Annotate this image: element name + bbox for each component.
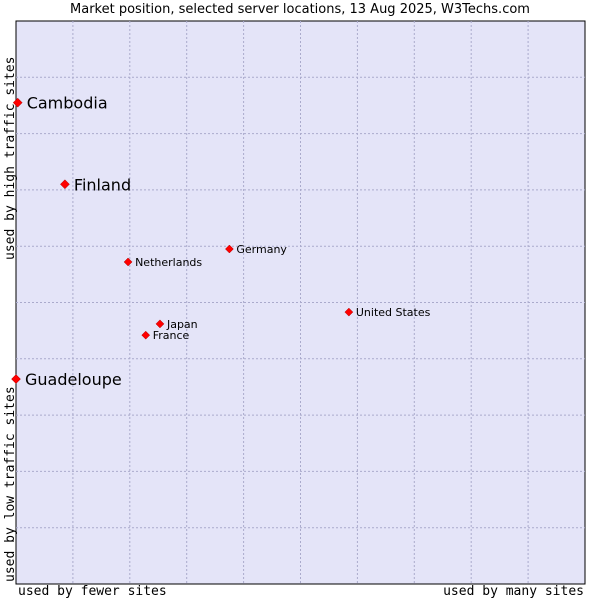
point-cambodia — [12, 97, 23, 108]
point-label-united-states: United States — [356, 306, 431, 319]
point-netherlands — [123, 257, 133, 267]
y-axis-label-high: used by high traffic sites — [3, 24, 18, 261]
point-label-guadeloupe: Guadeloupe — [25, 370, 122, 389]
point-label-japan: Japan — [166, 318, 198, 331]
x-axis-label-left: used by fewer sites — [18, 584, 167, 599]
point-united-states — [344, 307, 354, 317]
point-guadeloupe — [11, 374, 21, 384]
point-label-germany: Germany — [236, 243, 287, 256]
point-japan — [155, 319, 165, 329]
chart-title: Market position, selected server locatio… — [70, 2, 530, 17]
point-label-cambodia: Cambodia — [27, 94, 108, 113]
y-axis-label-low-text: used by low traffic sites — [3, 386, 18, 582]
point-label-france: France — [153, 329, 190, 342]
point-germany — [225, 244, 234, 254]
point-label-finland: Finland — [74, 175, 131, 194]
x-axis-label-right: used by many sites — [443, 584, 584, 599]
y-axis-label-high-text: used by high traffic sites — [3, 56, 18, 261]
point-label-netherlands: Netherlands — [135, 256, 202, 269]
point-finland — [60, 179, 70, 190]
point-france — [141, 330, 151, 340]
y-axis-label-low: used by low traffic sites — [3, 355, 18, 582]
